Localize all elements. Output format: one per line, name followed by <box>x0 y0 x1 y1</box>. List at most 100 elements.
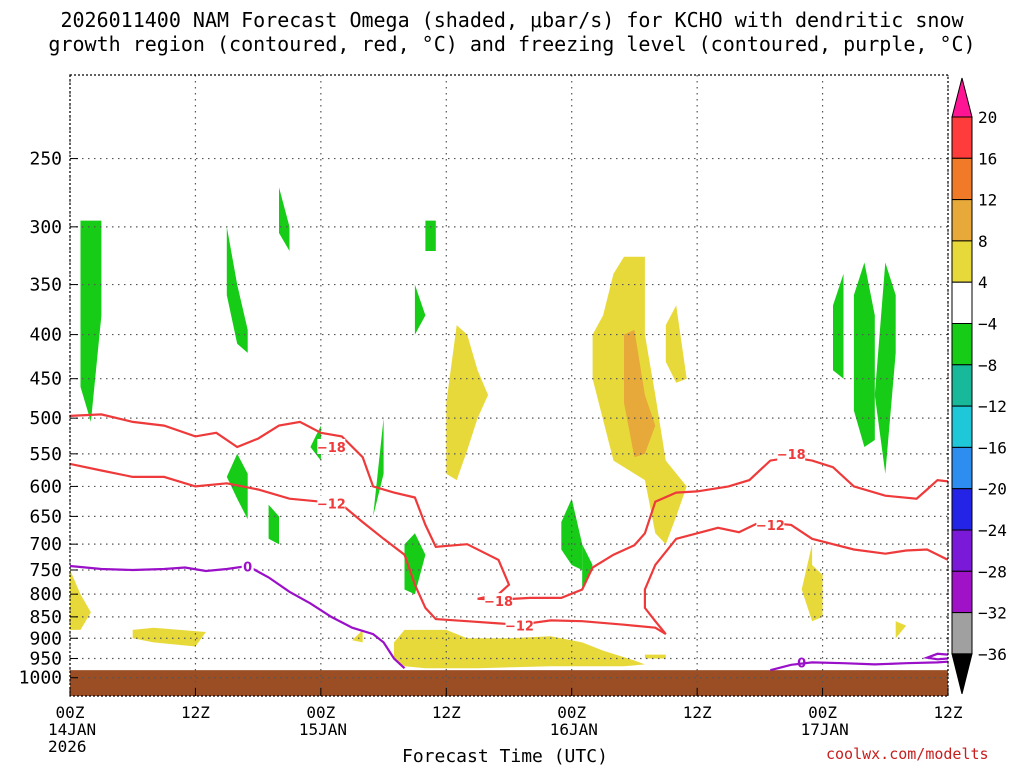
x-axis-title: Forecast Time (UTC) <box>402 746 608 767</box>
colorbar-band <box>951 405 973 448</box>
colorbar-band <box>951 529 973 572</box>
y-tick-label: 650 <box>29 506 62 527</box>
y-tick-label: 350 <box>29 275 62 296</box>
colorbar-label: 8 <box>978 232 988 251</box>
x-tick-label: 2026 <box>48 737 87 756</box>
colorbar-band <box>951 157 973 201</box>
contour-label: −18 <box>484 595 513 610</box>
omega-region-25 <box>394 629 645 669</box>
omega-region-14 <box>833 273 844 379</box>
omega-region-7 <box>268 504 279 545</box>
x-tick-label: 17JAN <box>801 720 849 739</box>
omega-region-19 <box>665 305 687 383</box>
ground-layer <box>70 670 948 696</box>
y-tick-label: 850 <box>29 607 62 628</box>
omega-region-6 <box>226 453 248 520</box>
x-tick-label: 14JAN <box>48 720 96 739</box>
x-tick-label: 12Z <box>432 703 461 722</box>
y-tick-label: 250 <box>29 149 62 170</box>
x-tick-label: 12Z <box>683 703 712 722</box>
y-tick-label: 600 <box>29 476 62 497</box>
contour-label-bg <box>241 558 254 574</box>
contour-0-3 <box>770 660 948 672</box>
y-tick-label: 500 <box>29 408 62 429</box>
omega-region-12 <box>561 498 583 570</box>
omega-region-0 <box>80 220 102 422</box>
colorbar-label: 20 <box>978 108 997 127</box>
colorbar-label: −8 <box>978 356 997 375</box>
colorbar-label: −4 <box>978 315 997 334</box>
omega-region-5 <box>414 284 426 335</box>
colorbar-band <box>951 570 973 614</box>
x-tick-label: 16JAN <box>550 720 598 739</box>
colorbar-label: −20 <box>978 480 1007 499</box>
colorbar-label: 12 <box>978 191 997 210</box>
omega-region-10 <box>404 533 426 595</box>
x-tick-label: 12Z <box>934 703 963 722</box>
chart-title: 2026011400 NAM Forecast Omega (shaded, μ… <box>0 8 1024 56</box>
omega-region-15 <box>853 262 875 447</box>
omega-region-24 <box>352 629 363 643</box>
contour-label-bg <box>777 445 806 461</box>
y-tick-label: 550 <box>29 444 62 465</box>
colorbar-bottom-triangle <box>951 653 973 695</box>
y-tick-label: 750 <box>29 560 62 581</box>
contour-0-2 <box>70 564 406 670</box>
omega-region-16 <box>874 262 896 474</box>
y-tick-label: 400 <box>29 325 62 346</box>
omega-region-21 <box>70 570 91 630</box>
omega-region-17 <box>446 325 489 481</box>
x-tick-label: 12Z <box>181 703 210 722</box>
contour-label: −18 <box>317 441 346 456</box>
contour-label: 0 <box>243 560 252 575</box>
contour-label: −12 <box>505 620 534 635</box>
colorbar-band <box>951 488 973 531</box>
contour-m12-1 <box>70 462 948 636</box>
omega-region-27 <box>801 544 823 622</box>
contour-label-bg <box>317 438 346 454</box>
axes: 2503003504004505005506006507007508008509… <box>19 74 963 756</box>
omega-region-29 <box>624 329 656 458</box>
y-tick-label: 800 <box>29 584 62 605</box>
y-tick-label: 450 <box>29 369 62 390</box>
omega-region-22 <box>132 627 206 647</box>
colorbar-label: −28 <box>978 562 1007 581</box>
x-tick-label: 00Z <box>56 703 85 722</box>
x-tick-label: 15JAN <box>299 720 347 739</box>
y-tick-label: 700 <box>29 534 62 555</box>
colorbar: 20 16 12 8 4 −4 −8 −12 −16 −20 −24 −28 −32 −36 <box>951 77 1007 695</box>
omega-shading <box>70 187 907 669</box>
colorbar-label: −16 <box>978 438 1007 457</box>
x-tick-label: 00Z <box>306 703 335 722</box>
colorbar-band <box>951 364 973 407</box>
source-credit: coolwx.com/modelts <box>826 745 989 763</box>
contour-label-bg <box>484 593 513 609</box>
x-tick-label: 00Z <box>808 703 837 722</box>
colorbar-label: 16 <box>978 149 997 168</box>
plot-frame <box>69 74 949 697</box>
y-tick-label: 1000 <box>19 668 62 689</box>
y-tick-label: 900 <box>29 628 62 649</box>
colorbar-top-triangle <box>951 77 973 118</box>
colorbar-label: 4 <box>978 273 988 292</box>
omega-region-9 <box>373 418 384 555</box>
colorbar-label: −36 <box>978 645 1007 664</box>
y-tick-label: 300 <box>29 217 62 238</box>
colorbar-band <box>951 199 973 242</box>
x-tick-label: 00Z <box>557 703 586 722</box>
omega-region-3 <box>279 187 290 251</box>
y-tick-label: 950 <box>29 649 62 670</box>
ground-fill <box>70 670 948 696</box>
omega-region-4 <box>425 220 436 251</box>
contour-label-bg <box>756 516 785 532</box>
title-line-2: growth region (contoured, red, °C) and f… <box>48 32 976 56</box>
contour-label-bg <box>505 617 534 633</box>
colorbar-label: −24 <box>978 521 1007 540</box>
colorbar-label: −12 <box>978 397 1007 416</box>
contour-label-bg <box>317 495 346 511</box>
omega-region-2 <box>226 226 248 353</box>
contour-label: −12 <box>756 519 785 534</box>
contour-label: −12 <box>317 498 346 513</box>
